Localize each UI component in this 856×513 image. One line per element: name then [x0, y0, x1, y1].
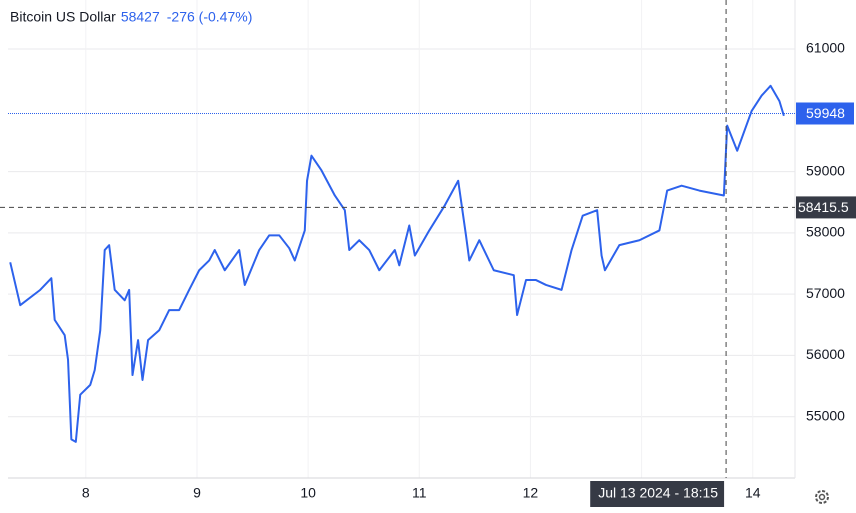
y-tick-label: 58000 — [806, 224, 845, 240]
x-tick-label: 8 — [82, 485, 90, 501]
crosshair-x-label: Jul 13 2024 - 18:15 — [598, 485, 718, 501]
last-price-label: 59948 — [806, 105, 845, 121]
settings-icon[interactable] — [815, 490, 829, 504]
gear-inner — [818, 493, 826, 501]
y-tick-label: 61000 — [806, 40, 845, 56]
price-line — [9, 84, 785, 443]
crosshair-y-tag — [796, 196, 856, 219]
price-change: -276 (-0.47%) — [167, 9, 253, 25]
chart-title: Bitcoin US Dollar — [10, 9, 116, 25]
x-tick-label: 14 — [745, 485, 761, 501]
x-tick-label: 11 — [412, 485, 427, 501]
x-tick-label: 10 — [300, 485, 316, 501]
gear-outer — [815, 490, 829, 504]
y-tick-label: 59000 — [806, 162, 845, 178]
crosshair-y-label: 58415.5 — [798, 199, 849, 215]
x-tick-label: 12 — [523, 485, 539, 501]
last-price: 58427 — [121, 9, 160, 25]
last-price-tag — [796, 102, 854, 125]
y-tick-label: 57000 — [806, 285, 845, 301]
crosshair-x-tag — [590, 481, 725, 507]
y-tick-label: 55000 — [806, 407, 845, 423]
y-tick-label: 56000 — [806, 346, 845, 362]
x-tick-label: 9 — [193, 485, 201, 501]
